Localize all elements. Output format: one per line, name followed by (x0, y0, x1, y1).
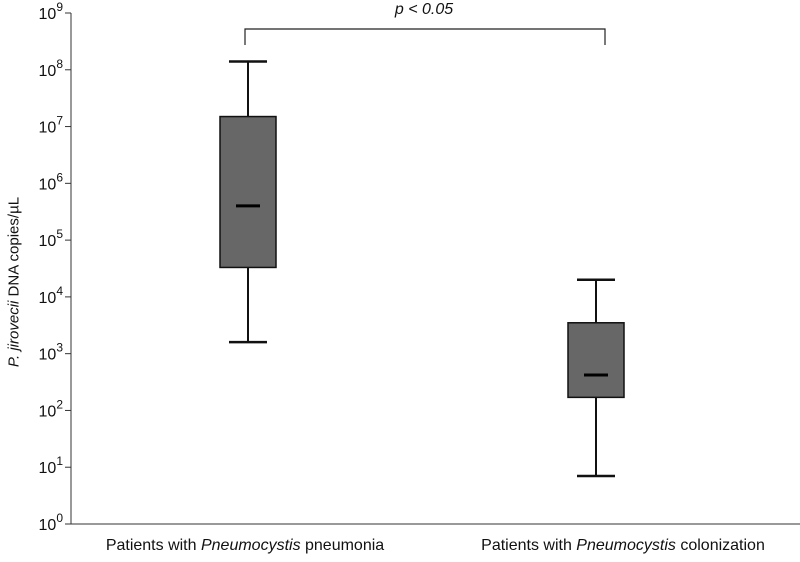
y-axis-label-rest: DNA copies/µL (5, 196, 23, 301)
axes (70, 13, 800, 525)
significance-label: p < 0.05 (394, 1, 454, 18)
iqr-box (567, 322, 625, 399)
y-tick-label: 104 (39, 284, 64, 307)
y-tick-label: 105 (39, 227, 64, 250)
iqr-box (219, 115, 277, 269)
y-tick-label: 101 (39, 454, 64, 477)
y-tick-label: 107 (39, 114, 64, 137)
y-tick-label: 109 (39, 0, 64, 23)
x-category-italic: Pneumocystis (200, 537, 301, 554)
y-axis-label-italic: P. jirovecii (5, 300, 23, 368)
x-category-prefix: Patients with (481, 537, 577, 554)
x-category-suffix: pneumonia (300, 537, 385, 554)
significance-bracket (244, 28, 606, 45)
x-category-label-colonization: Patients with Pneumocystis colonization (481, 537, 765, 555)
significance-bracket-line (244, 28, 606, 45)
y-tick-label: 106 (39, 170, 64, 193)
x-category-prefix: Patients with (105, 537, 201, 554)
box-series (219, 60, 625, 478)
x-category-suffix: colonization (675, 537, 765, 554)
x-category-label-pneumonia: Patients with Pneumocystis pneumonia (106, 537, 384, 555)
y-tick-label: 102 (39, 397, 64, 420)
x-category-italic: Pneumocystis (576, 537, 676, 554)
y-tick-label: 103 (39, 341, 64, 364)
y-tick-label: 108 (39, 57, 64, 80)
y-axis-ticks: 100 101 102 103 104 105 106 107 108 109 (39, 0, 71, 534)
y-axis-label: P. jirovecii DNA copies/µL (4, 0, 24, 562)
y-tick-label: 100 (39, 511, 64, 534)
